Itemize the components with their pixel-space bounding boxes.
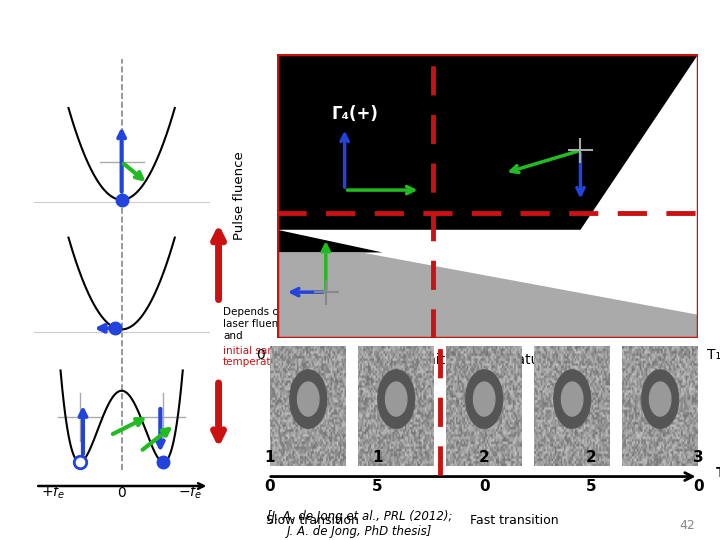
- Text: T, K: T, K: [716, 466, 720, 480]
- Polygon shape: [277, 252, 698, 338]
- Text: initial sample
temperature: initial sample temperature: [223, 346, 293, 367]
- Polygon shape: [466, 370, 503, 428]
- Text: 3: 3: [693, 450, 703, 465]
- Text: [J. A. de Jong et al., PRL (2012);
J. A. de Jong, PhD thesis]: [J. A. de Jong et al., PRL (2012); J. A.…: [267, 510, 453, 538]
- Text: 0: 0: [265, 478, 275, 494]
- Text: 1: 1: [372, 450, 382, 465]
- Text: Initial temperature: Initial temperature: [423, 353, 553, 367]
- Text: 5: 5: [372, 478, 382, 494]
- Polygon shape: [277, 230, 382, 252]
- Text: Control of the SR transition:  temperature and fluence: Control of the SR transition: temperatur…: [9, 14, 720, 38]
- Text: 0: 0: [256, 348, 265, 361]
- Text: Γ₄ (-): Γ₄ (-): [492, 105, 538, 123]
- Text: Depends on
laser fluence
and: Depends on laser fluence and: [223, 307, 290, 341]
- Polygon shape: [277, 54, 698, 230]
- Text: Pulse fluence: Pulse fluence: [233, 151, 246, 240]
- Polygon shape: [378, 370, 415, 428]
- Text: Fast transition: Fast transition: [470, 514, 559, 528]
- Text: 42: 42: [679, 519, 695, 532]
- Polygon shape: [642, 370, 678, 428]
- Polygon shape: [562, 382, 583, 416]
- Text: $-f_e$: $-f_e$: [179, 484, 202, 501]
- Text: 2: 2: [586, 450, 597, 465]
- Text: 5: 5: [586, 478, 597, 494]
- Polygon shape: [649, 382, 671, 416]
- Polygon shape: [385, 382, 407, 416]
- Text: $0$: $0$: [117, 486, 127, 500]
- Text: 0: 0: [693, 478, 703, 494]
- Polygon shape: [474, 382, 495, 416]
- Text: 0: 0: [479, 478, 490, 494]
- Polygon shape: [554, 370, 590, 428]
- Polygon shape: [297, 382, 319, 416]
- Text: Slow transition: Slow transition: [266, 514, 359, 528]
- Text: $+f_e$: $+f_e$: [41, 484, 65, 501]
- Text: Γ₄(+): Γ₄(+): [332, 105, 379, 123]
- Polygon shape: [290, 370, 327, 428]
- Text: 1: 1: [265, 450, 275, 465]
- Text: 2: 2: [479, 450, 490, 465]
- Text: T₁: T₁: [707, 348, 720, 361]
